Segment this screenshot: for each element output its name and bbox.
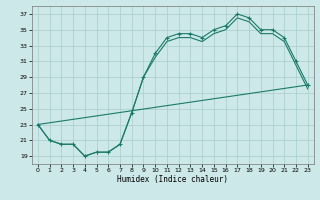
X-axis label: Humidex (Indice chaleur): Humidex (Indice chaleur) bbox=[117, 175, 228, 184]
